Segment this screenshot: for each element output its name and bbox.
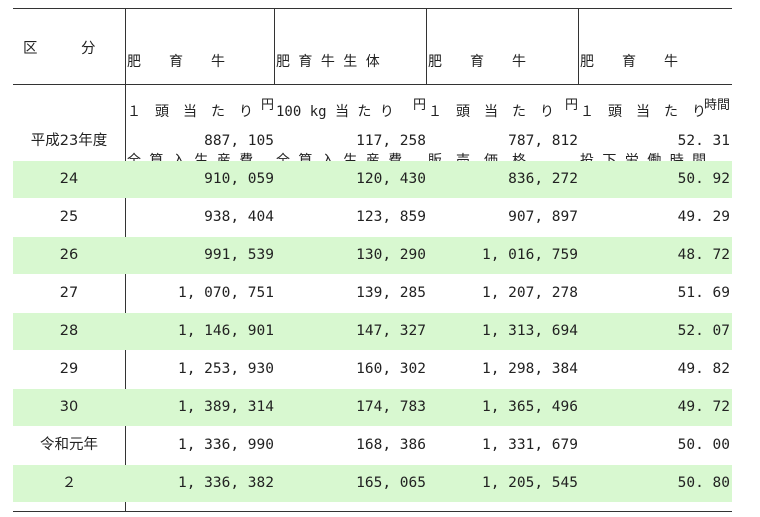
row-label: 25 <box>59 209 79 225</box>
cost-per-100kg: 168, 386 <box>356 437 426 453</box>
cost-per-head: 1, 146, 901 <box>177 323 274 339</box>
unit-col2: 円 <box>412 98 426 113</box>
cost-per-head: 1, 070, 751 <box>177 285 274 301</box>
header-col4-line2: １ 頭 当 た り <box>580 103 706 120</box>
cost-per-head: 991, 539 <box>204 247 274 263</box>
labor-hours: 52. 07 <box>677 323 730 339</box>
unit-col4: 時間 <box>703 98 730 113</box>
cost-per-head: 1, 389, 314 <box>177 399 274 415</box>
table-row: 平成23年度 887, 105 117, 258 787, 812 52. 31 <box>13 123 732 160</box>
table-row: 29 1, 253, 930 160, 302 1, 298, 384 49. … <box>13 351 732 388</box>
category-header: 区 分 <box>23 41 96 57</box>
cost-per-100kg: 147, 327 <box>356 323 426 339</box>
table-row: 26 991, 539 130, 290 1, 016, 759 48. 72 <box>13 237 732 274</box>
row-label: 平成23年度 <box>30 133 108 149</box>
cost-per-head: 1, 253, 930 <box>177 361 274 377</box>
header-col3-line1: 肥 育 牛 <box>428 54 526 70</box>
cost-per-100kg: 120, 430 <box>356 171 426 187</box>
row-label: 30 <box>59 399 79 415</box>
sale-price: 1, 365, 496 <box>481 399 578 415</box>
unit-col1: 円 <box>260 98 274 113</box>
cost-per-100kg: 139, 285 <box>356 285 426 301</box>
sale-price: 907, 897 <box>508 209 578 225</box>
cost-per-head: 910, 059 <box>204 171 274 187</box>
row-label: 28 <box>59 323 79 339</box>
sale-price: 1, 313, 694 <box>481 323 578 339</box>
cost-per-head: 1, 336, 382 <box>177 475 274 491</box>
row-label: 26 <box>59 247 79 263</box>
cost-per-100kg: 160, 302 <box>356 361 426 377</box>
labor-hours: 51. 69 <box>677 285 730 301</box>
table-top-rule <box>13 8 732 9</box>
row-label: 24 <box>59 171 79 187</box>
sale-price: 1, 331, 679 <box>481 437 578 453</box>
labor-hours: 50. 00 <box>677 437 730 453</box>
header-col1-line2: １ 頭 当 た り <box>127 103 253 120</box>
sale-price: 1, 207, 278 <box>481 285 578 301</box>
table-row: 24 910, 059 120, 430 836, 272 50. 92 <box>13 161 732 198</box>
cost-per-100kg: 117, 258 <box>356 133 426 149</box>
labor-hours: 49. 29 <box>677 209 730 225</box>
unit-col3: 円 <box>564 98 578 113</box>
table-bottom-rule <box>13 511 732 512</box>
row-label: 令和元年 <box>40 437 98 453</box>
table-row: 27 1, 070, 751 139, 285 1, 207, 278 51. … <box>13 275 732 312</box>
header-col1-line1: 肥 育 牛 <box>127 54 225 70</box>
sale-price: 787, 812 <box>508 133 578 149</box>
labor-hours: 49. 72 <box>677 399 730 415</box>
header-col2-line1: 肥 育 牛 生 体 <box>276 54 380 70</box>
labor-hours: 49. 82 <box>677 361 730 377</box>
column-divider <box>578 8 579 84</box>
sale-price: 836, 272 <box>508 171 578 187</box>
labor-hours: 50. 92 <box>677 171 730 187</box>
cost-per-head: 887, 105 <box>204 133 274 149</box>
column-divider <box>426 8 427 84</box>
table-row: 25 938, 404 123, 859 907, 897 49. 29 <box>13 199 732 236</box>
table-row: 令和元年 1, 336, 990 168, 386 1, 331, 679 50… <box>13 427 732 464</box>
sale-price: 1, 298, 384 <box>481 361 578 377</box>
labor-hours: 50. 80 <box>677 475 730 491</box>
cost-per-100kg: 165, 065 <box>356 475 426 491</box>
cost-per-100kg: 123, 859 <box>356 209 426 225</box>
table-row: 30 1, 389, 314 174, 783 1, 365, 496 49. … <box>13 389 732 426</box>
labor-hours: 52. 31 <box>677 133 730 149</box>
row-label: 29 <box>59 361 79 377</box>
cost-per-100kg: 130, 290 <box>356 247 426 263</box>
row-label: 27 <box>59 285 79 301</box>
cost-per-head: 938, 404 <box>204 209 274 225</box>
table-row: ２ 1, 336, 382 165, 065 1, 205, 545 50. 8… <box>13 465 732 502</box>
header-col2-line2: 100 kg 当 た り <box>276 103 394 120</box>
sale-price: 1, 016, 759 <box>481 247 578 263</box>
cost-per-100kg: 174, 783 <box>356 399 426 415</box>
header-col4-line1: 肥 育 牛 <box>580 54 678 70</box>
column-divider <box>274 8 275 84</box>
table-row: 28 1, 146, 901 147, 327 1, 313, 694 52. … <box>13 313 732 350</box>
labor-hours: 48. 72 <box>677 247 730 263</box>
cost-per-head: 1, 336, 990 <box>177 437 274 453</box>
sale-price: 1, 205, 545 <box>481 475 578 491</box>
header-col3-line2: １ 頭 当 た り <box>428 103 554 120</box>
row-label: ２ <box>61 475 77 491</box>
header-bottom-rule <box>13 84 732 85</box>
